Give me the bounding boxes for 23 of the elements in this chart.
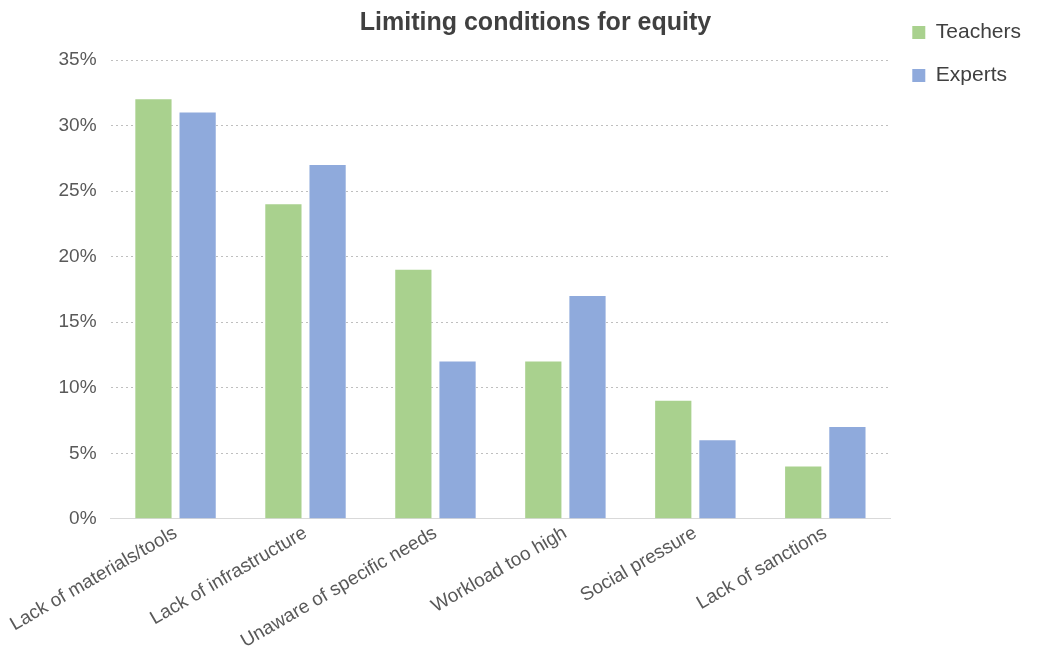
bar xyxy=(309,164,346,519)
bar xyxy=(569,295,606,519)
bar xyxy=(395,269,432,519)
bar xyxy=(829,427,866,519)
bar xyxy=(785,466,822,519)
chart-title: Limiting conditions for equity xyxy=(359,6,712,35)
legend-label: Experts xyxy=(935,62,1007,86)
bar xyxy=(655,400,692,519)
bar xyxy=(525,361,562,519)
y-tick-label: 10% xyxy=(58,375,97,397)
y-tick-label: 5% xyxy=(69,441,97,463)
y-tick-label: 25% xyxy=(58,179,97,201)
y-tick-label: 20% xyxy=(58,244,97,266)
bar xyxy=(135,99,172,519)
bar xyxy=(179,112,216,519)
bar xyxy=(265,204,302,519)
y-tick-label: 15% xyxy=(58,310,97,332)
bar xyxy=(699,440,736,519)
y-tick-label: 30% xyxy=(58,113,97,135)
bar xyxy=(439,361,476,519)
y-tick-label: 0% xyxy=(69,507,97,529)
legend-label: Teachers xyxy=(935,19,1022,43)
y-tick-label: 35% xyxy=(58,48,97,70)
